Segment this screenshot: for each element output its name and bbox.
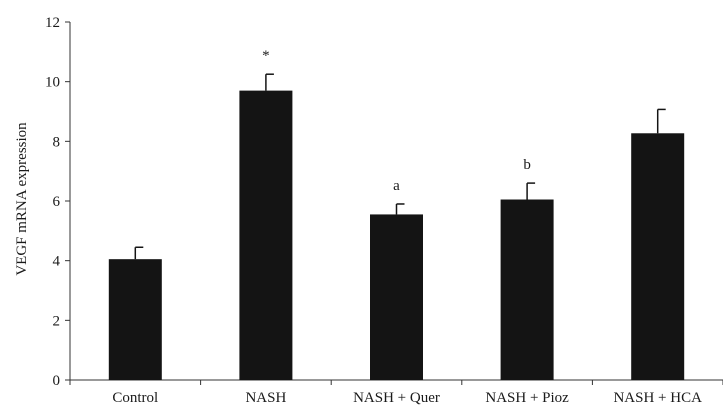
y-tick-label: 4: [53, 254, 61, 270]
category-label: Control: [112, 390, 158, 406]
bar: [631, 133, 685, 380]
category-label: NASH: [245, 390, 286, 406]
y-tick-label: 8: [53, 134, 61, 150]
y-tick-label: 0: [53, 373, 61, 389]
bar: [108, 259, 162, 380]
y-axis-title: VEGF mRNA expression: [14, 122, 30, 276]
y-tick-label: 12: [45, 15, 60, 31]
plot-area: 0 2 4 6 8 10 12 Control NASH * NASH + Quer a NASH + …: [45, 15, 723, 406]
y-tick-label: 10: [45, 75, 60, 91]
bar: [370, 214, 423, 380]
significance-label: a: [393, 178, 400, 194]
y-tick-label: 6: [53, 194, 61, 210]
significance-label: *: [262, 48, 270, 64]
category-label: NASH + Pioz: [485, 390, 569, 406]
significance-label: b: [523, 157, 531, 173]
category-label: NASH + Quer: [353, 390, 440, 406]
bar: [500, 199, 554, 380]
y-tick-label: 2: [53, 313, 61, 329]
bar: [239, 90, 293, 380]
category-label: NASH + HCA: [613, 390, 702, 406]
